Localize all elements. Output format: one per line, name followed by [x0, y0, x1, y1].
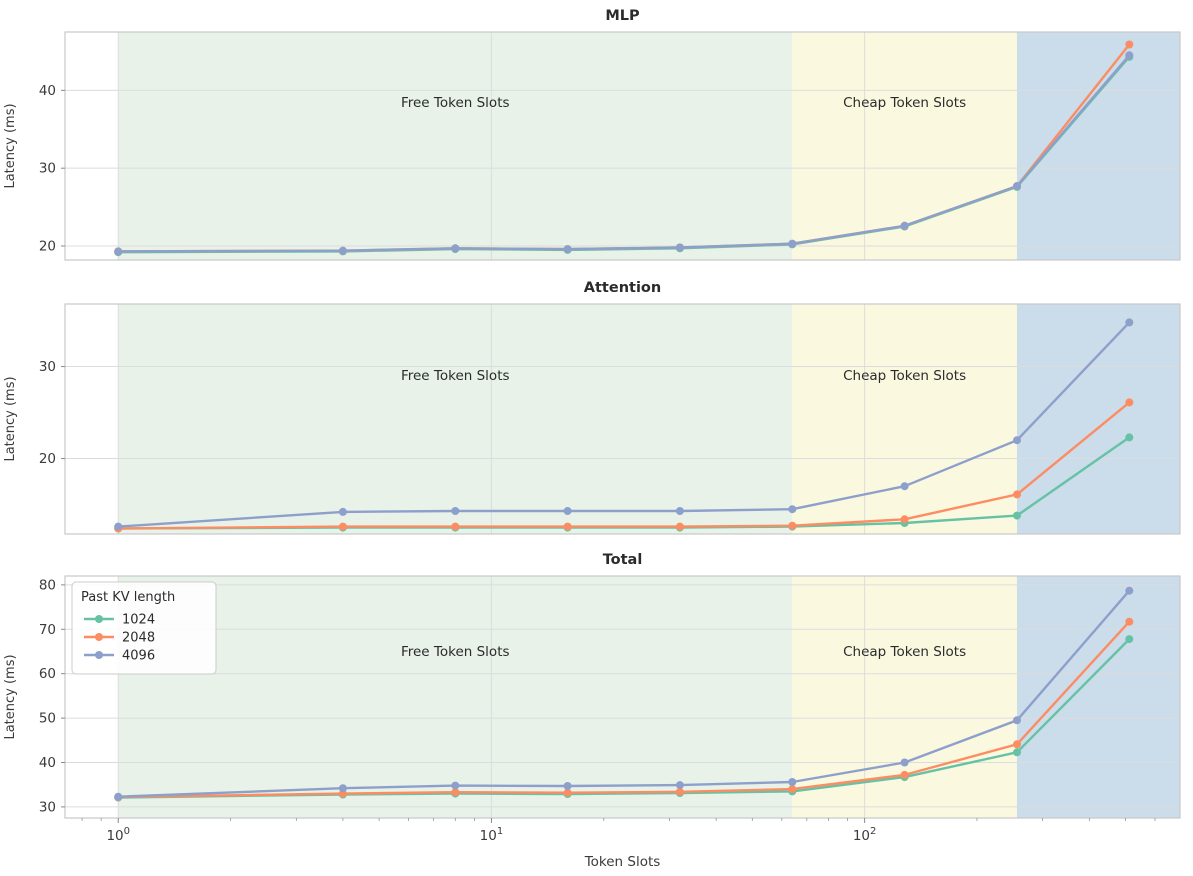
region-label: Free Token Slots [401, 368, 510, 384]
total-chart: Free Token Slots Cheap Token Slots Total La… [3, 552, 1181, 870]
region-band-0 [118, 32, 793, 260]
data-point-marker [1125, 586, 1134, 595]
y-axis-label: Latency (ms) [3, 376, 18, 461]
data-point-marker [1013, 716, 1021, 725]
data-point-marker [675, 781, 684, 790]
chart-title: Attention [584, 280, 661, 296]
region-label: Cheap Token Slots [843, 95, 966, 111]
data-point-marker [563, 522, 572, 531]
plot-border [64, 575, 1181, 819]
data-point-marker [338, 784, 347, 793]
legend-entry-label: 1024 [122, 613, 155, 628]
y-tick-label: 60 [39, 666, 56, 682]
data-point-marker [675, 243, 684, 252]
region-band-2 [1016, 32, 1180, 260]
data-point-marker [451, 788, 460, 797]
plot-border [64, 303, 1181, 535]
region-label: Free Token Slots [401, 95, 510, 111]
data-point-marker [675, 787, 684, 796]
data-point-marker [1125, 398, 1134, 407]
data-point-marker [1013, 511, 1021, 520]
data-point-marker [1013, 748, 1021, 757]
data-point-marker [788, 505, 797, 514]
region-band-0 [118, 576, 793, 818]
data-point-marker [451, 522, 460, 531]
y-tick-label: 30 [39, 359, 56, 375]
x-axis-label: Token Slots [584, 854, 661, 870]
data-point-marker [114, 792, 123, 801]
y-tick-label: 20 [39, 238, 56, 254]
data-point-marker [114, 522, 123, 531]
y-tick-label: 30 [39, 161, 56, 177]
y-tick-label: 40 [39, 755, 56, 771]
y-tick-label: 30 [39, 799, 56, 815]
chart-title: MLP [605, 8, 640, 24]
y-tick-label: 70 [39, 622, 56, 638]
data-point-marker [338, 522, 347, 531]
chart-title: Total [603, 552, 643, 568]
y-tick-label: 80 [39, 577, 56, 593]
data-point-marker [563, 782, 572, 790]
legend-entry-label: 4096 [122, 649, 155, 664]
data-point-marker [1013, 740, 1021, 749]
data-point-marker [788, 785, 797, 794]
data-point-marker [451, 244, 460, 253]
region-band-0 [118, 304, 793, 534]
data-point-marker [1125, 433, 1134, 442]
data-point-marker [1125, 40, 1134, 49]
mlp-chart: Free Token Slots Cheap Token Slots MLP Late… [3, 8, 1181, 261]
data-point-marker [451, 781, 460, 790]
data-point-marker [900, 758, 909, 767]
data-point-marker [900, 515, 909, 524]
data-point-marker [451, 507, 460, 515]
data-point-marker [675, 507, 684, 515]
region-band-1 [792, 576, 1017, 818]
x-tick-label: 102 [853, 826, 877, 844]
data-point-marker [900, 221, 909, 230]
data-point-marker [1125, 635, 1134, 644]
legend-box [71, 581, 217, 675]
data-point-marker [1125, 617, 1134, 626]
data-point-marker [1013, 490, 1021, 499]
y-axis-label: Latency (ms) [3, 103, 18, 188]
data-point-marker [1125, 318, 1134, 327]
plot-border [64, 31, 1181, 261]
data-point-marker [563, 245, 572, 254]
data-point-marker [788, 778, 797, 786]
data-point-marker [1125, 51, 1134, 60]
data-point-marker [900, 482, 909, 491]
data-point-marker [1013, 436, 1021, 445]
legend-marker-dot [95, 615, 103, 623]
data-point-marker [114, 247, 123, 256]
data-point-marker [338, 507, 347, 516]
region-label: Cheap Token Slots [843, 644, 966, 660]
y-tick-label: 20 [39, 451, 56, 467]
y-tick-label: 40 [39, 83, 56, 99]
legend-marker-dot [95, 651, 103, 659]
x-tick-label: 101 [480, 826, 504, 844]
legend-title: Past KV length [81, 590, 175, 605]
legend-marker-dot [95, 633, 103, 641]
region-band-1 [792, 304, 1017, 534]
y-tick-label: 50 [39, 711, 56, 727]
data-point-marker [788, 239, 797, 248]
data-point-marker [563, 788, 572, 797]
region-label: Free Token Slots [401, 644, 510, 660]
region-band-2 [1016, 576, 1180, 818]
data-point-marker [788, 521, 797, 530]
data-point-marker [675, 522, 684, 531]
data-point-marker [338, 246, 347, 255]
data-point-marker [563, 507, 572, 515]
data-point-marker [900, 770, 909, 779]
x-tick-label: 100 [106, 826, 130, 844]
attention-chart: Free Token Slots Cheap Token Slots Attenti… [3, 280, 1181, 535]
y-axis-label: Latency (ms) [3, 654, 18, 739]
legend-entry-label: 2048 [122, 631, 155, 646]
region-label: Cheap Token Slots [843, 368, 966, 384]
data-point-marker [1013, 182, 1021, 191]
